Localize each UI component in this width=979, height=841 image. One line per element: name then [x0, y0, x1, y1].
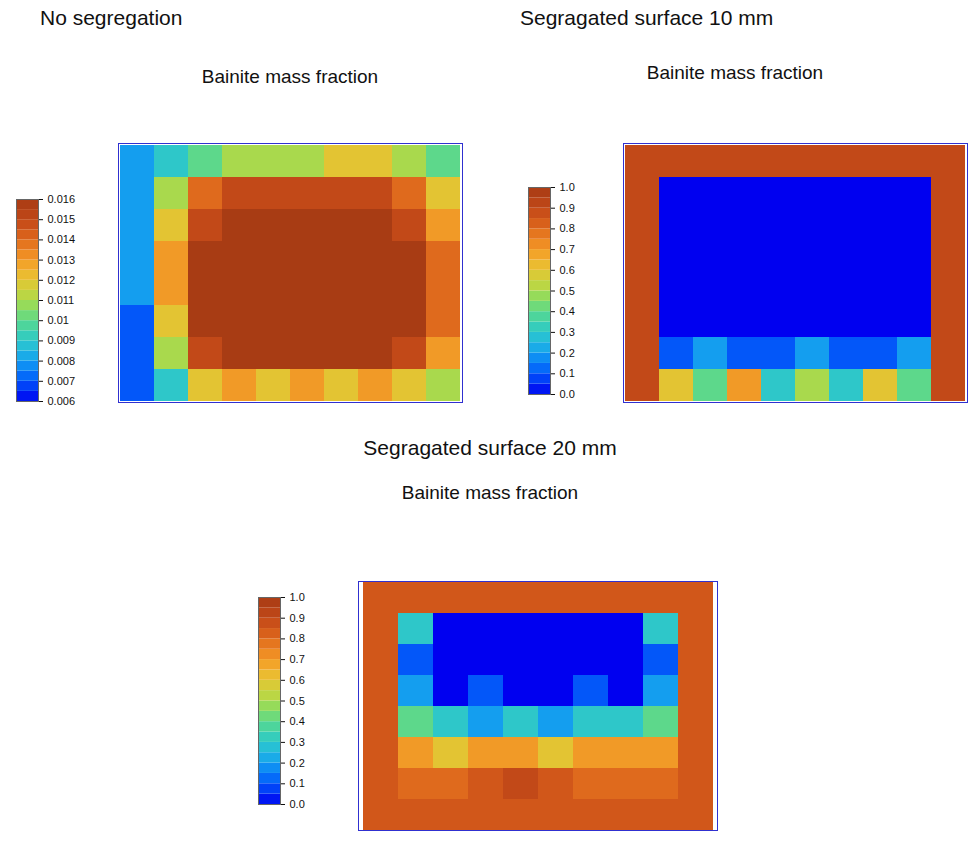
svg-text:0.9: 0.9: [290, 612, 305, 624]
svg-text:0.009: 0.009: [48, 334, 76, 346]
svg-text:0.7: 0.7: [560, 243, 575, 255]
svg-text:0.6: 0.6: [290, 674, 305, 686]
svg-text:0.008: 0.008: [48, 355, 76, 367]
svg-text:0.012: 0.012: [48, 274, 76, 286]
html-text:Bainite mass fraction: Bainite mass fraction: [646, 62, 824, 83]
svg-text:0.9: 0.9: [560, 202, 575, 214]
svg-text:0.01: 0.01: [48, 314, 69, 326]
svg-text:0.7: 0.7: [290, 653, 305, 665]
html-text:No segregation: No segregation: [40, 6, 183, 29]
svg-text:0.011: 0.011: [48, 294, 75, 306]
svg-text:0.013: 0.013: [48, 254, 76, 266]
svg-text:0.4: 0.4: [290, 715, 305, 727]
svg-text:0.2: 0.2: [560, 347, 575, 359]
html-text:Bainite mass fraction: Bainite mass fraction: [201, 66, 379, 87]
svg-text:0.0: 0.0: [560, 388, 575, 400]
svg-text:0.4: 0.4: [560, 305, 575, 317]
svg-text:0.3: 0.3: [560, 326, 575, 338]
svg-text:0.1: 0.1: [290, 777, 305, 789]
svg-text:0.0: 0.0: [290, 798, 305, 810]
svg-text:0.015: 0.015: [48, 213, 76, 225]
html-text:Segragated surface 20 mm: Segragated surface 20 mm: [363, 436, 617, 459]
svg-text:1.0: 1.0: [290, 591, 305, 603]
svg-text:0.006: 0.006: [48, 395, 76, 407]
svg-text:0.3: 0.3: [290, 736, 305, 748]
svg-text:0.016: 0.016: [48, 193, 76, 205]
svg-text:0.6: 0.6: [560, 264, 575, 276]
svg-text:0.2: 0.2: [290, 757, 305, 769]
svg-text:0.5: 0.5: [560, 285, 575, 297]
svg-text:1.0: 1.0: [560, 181, 575, 193]
svg-text:0.007: 0.007: [48, 375, 76, 387]
svg-text:0.014: 0.014: [48, 233, 76, 245]
svg-text:0.8: 0.8: [560, 222, 575, 234]
svg-text:0.1: 0.1: [560, 367, 575, 379]
svg-text:0.5: 0.5: [290, 695, 305, 707]
svg-text:0.8: 0.8: [290, 632, 305, 644]
html-text:Segragated surface 10 mm: Segragated surface 10 mm: [520, 6, 774, 29]
html-text:Bainite mass fraction: Bainite mass fraction: [401, 482, 579, 503]
